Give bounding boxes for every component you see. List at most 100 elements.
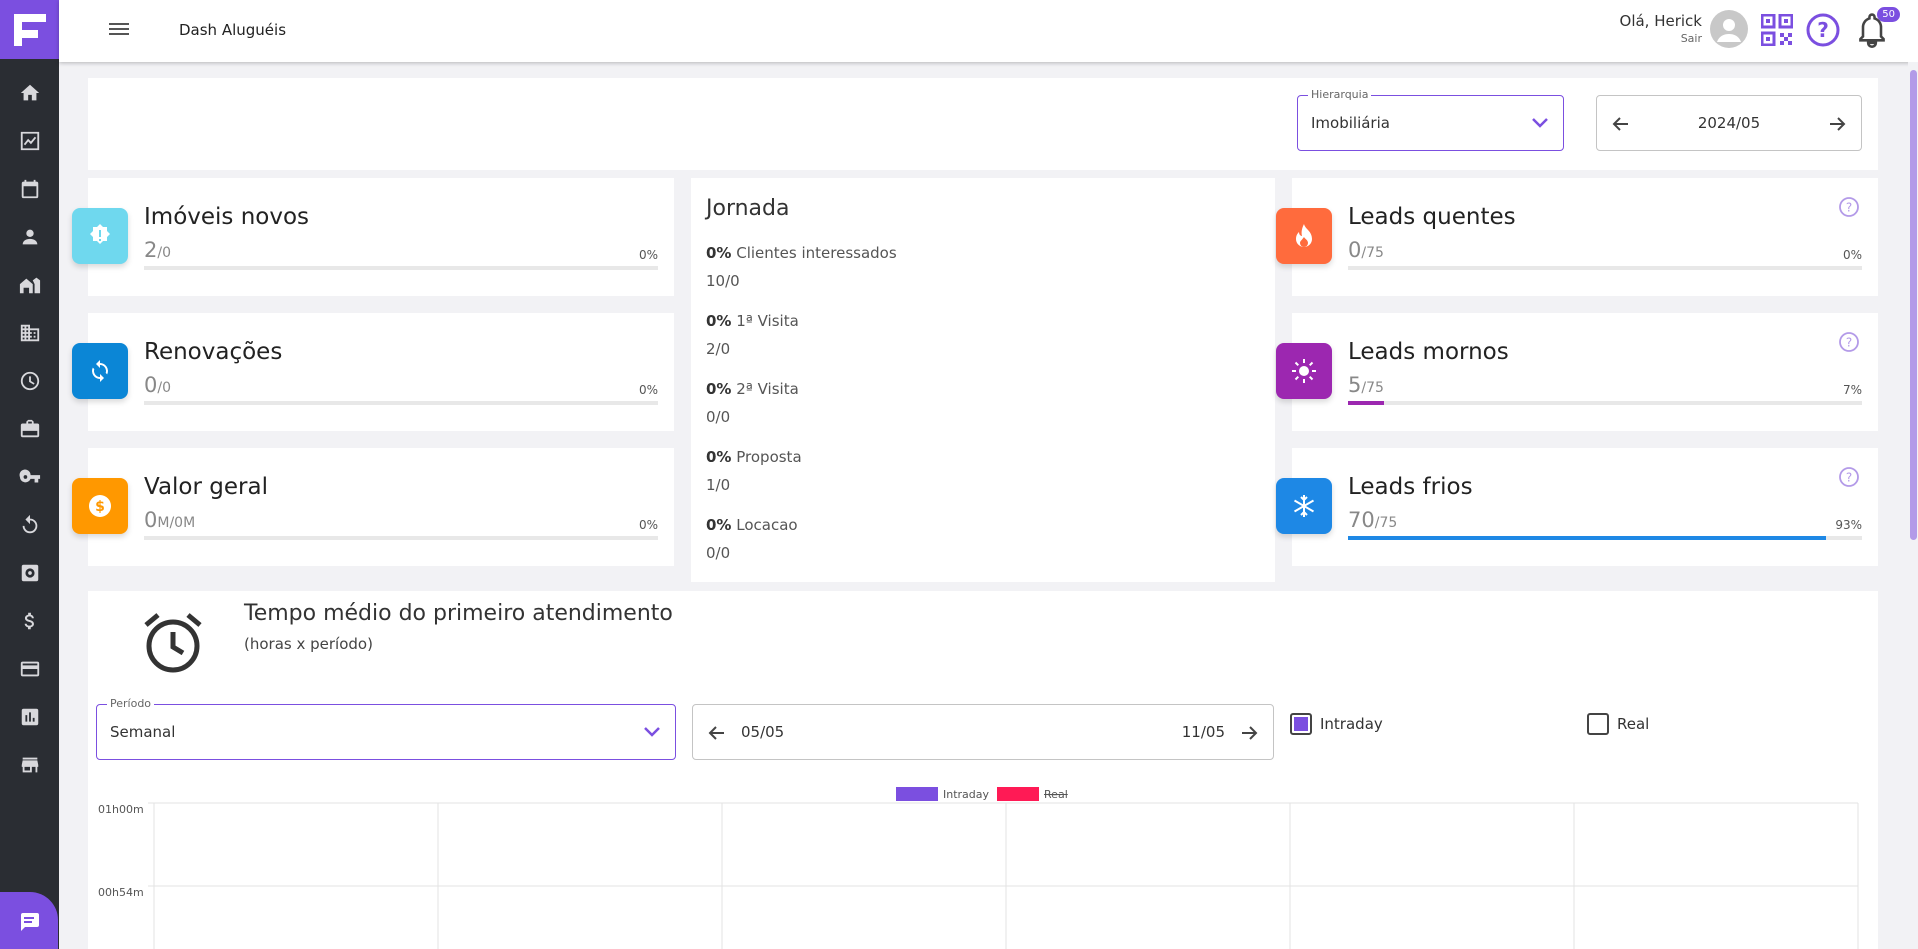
scrollbar-thumb[interactable]: [1910, 70, 1917, 540]
logo-icon: [13, 13, 46, 46]
bar-chart-icon[interactable]: [0, 693, 59, 741]
range-end: 11/05: [1181, 723, 1225, 741]
arrow-right-icon[interactable]: [1239, 723, 1259, 743]
credit-card-icon[interactable]: [0, 645, 59, 693]
progress-bar: [1348, 266, 1862, 270]
step-label: Proposta: [736, 448, 802, 466]
chevron-down-icon: [1532, 118, 1548, 128]
alert-badge-icon: [90, 224, 110, 244]
coin-icon: $: [89, 495, 111, 517]
card-value-total: /0: [157, 245, 171, 261]
avatar[interactable]: [1710, 10, 1748, 48]
logo[interactable]: [0, 0, 59, 59]
real-label: Real: [1617, 715, 1650, 733]
qr-code-icon[interactable]: [1760, 13, 1794, 50]
help-icon[interactable]: ?: [1805, 12, 1841, 52]
key-icon[interactable]: [0, 453, 59, 501]
card-value: 2/0: [144, 238, 171, 262]
card-value-total: M/0M: [157, 515, 196, 531]
y-tick-label: 01h00m: [98, 803, 144, 816]
legend-label-intraday[interactable]: Intraday: [943, 787, 990, 801]
legend-swatch-intraday: [896, 787, 938, 801]
card-value-number: 70: [1348, 508, 1375, 532]
sync-icon: [92, 360, 108, 382]
question-icon[interactable]: ?: [1838, 196, 1860, 218]
filter-bar: Hierarquia Imobiliária 2024/05: [88, 78, 1878, 170]
grid-lines: [148, 802, 1859, 949]
card-value-number: 2: [144, 238, 158, 262]
card-icon-mornos: [1276, 343, 1332, 399]
card-value: 70/75: [1348, 508, 1397, 532]
card-title: Leads quentes: [1348, 204, 1516, 230]
houses-icon[interactable]: [0, 261, 59, 309]
page-title: Dash Aluguéis: [179, 21, 287, 39]
intraday-checkbox[interactable]: Intraday: [1290, 713, 1383, 735]
calendar-icon[interactable]: [0, 165, 59, 213]
progress-fill: [1348, 401, 1384, 405]
building-icon[interactable]: [0, 309, 59, 357]
card-leads-frios: Leads frios 70/75 93% ?: [1276, 448, 1878, 566]
step-label: Clientes interessados: [736, 244, 897, 262]
user-greeting: Olá, Herick Sair: [1620, 12, 1702, 45]
svg-text:?: ?: [1846, 336, 1852, 350]
progress-bar: [1348, 536, 1862, 540]
dollar-icon[interactable]: [0, 597, 59, 645]
fire-icon: [1296, 224, 1312, 247]
chat-button[interactable]: [0, 892, 58, 949]
briefcase-icon[interactable]: [0, 405, 59, 453]
scrollbar[interactable]: [1908, 62, 1918, 949]
question-icon[interactable]: ?: [1838, 331, 1860, 353]
jornada-step: 0% Locacao: [706, 516, 798, 534]
card-value-number: 0: [1348, 238, 1362, 262]
safe-icon[interactable]: [0, 549, 59, 597]
store-icon[interactable]: [0, 741, 59, 789]
step-percent: 0%: [706, 448, 732, 466]
question-icon[interactable]: ?: [1838, 466, 1860, 488]
card-percent: 0%: [638, 383, 658, 397]
card-icon-imoveis: [72, 208, 128, 264]
y-tick-label: 00h54m: [98, 886, 144, 899]
jornada-step: 0% 2ª Visita: [706, 380, 799, 398]
card-title: Imóveis novos: [144, 204, 310, 230]
chart-line-icon[interactable]: [0, 117, 59, 165]
bell-icon[interactable]: [1856, 12, 1888, 52]
legend-label-real[interactable]: Real: [1044, 787, 1068, 801]
checkbox-checked-icon: [1290, 713, 1312, 735]
top-header: Dash Aluguéis Olá, Herick Sair ? 50: [59, 0, 1918, 62]
month-value: 2024/05: [1697, 114, 1761, 132]
menu-icon[interactable]: [109, 20, 129, 40]
card-percent: 0%: [1842, 248, 1862, 262]
card-valor-geral: $ Valor geral 0M/0M 0%: [72, 448, 674, 566]
checkbox-unchecked-icon: [1587, 713, 1609, 735]
home-icon[interactable]: [0, 69, 59, 117]
history-icon[interactable]: [0, 501, 59, 549]
card-value-total: /75: [1361, 245, 1384, 261]
step-label: 2ª Visita: [736, 380, 799, 398]
alarm-clock-icon: [144, 613, 202, 673]
real-checkbox[interactable]: Real: [1587, 713, 1649, 735]
card-title: Leads frios: [1348, 474, 1473, 500]
step-value: 1/0: [706, 476, 731, 494]
card-percent: 7%: [1842, 383, 1862, 397]
tempo-subtitle: (horas x período): [244, 635, 373, 653]
hierarchy-value: Imobiliária: [1311, 114, 1390, 132]
step-percent: 0%: [706, 244, 732, 262]
date-range-picker: 05/05 11/05: [692, 704, 1274, 760]
range-start: 05/05: [741, 723, 785, 741]
arrow-right-icon[interactable]: [1827, 114, 1847, 134]
svg-text:$: $: [95, 499, 105, 515]
card-icon-renovacoes: [72, 343, 128, 399]
hierarchy-select[interactable]: Hierarquia Imobiliária: [1297, 88, 1564, 151]
clock-icon[interactable]: [0, 357, 59, 405]
progress-bar: [144, 266, 658, 270]
logout-link[interactable]: Sair: [1680, 32, 1702, 45]
progress-bar: [144, 536, 658, 540]
arrow-left-icon[interactable]: [707, 723, 727, 743]
period-select[interactable]: Período Semanal: [96, 697, 676, 760]
sun-icon: [1292, 359, 1316, 383]
person-icon[interactable]: [0, 213, 59, 261]
step-percent: 0%: [706, 516, 732, 534]
card-value-number: 5: [1348, 373, 1362, 397]
arrow-left-icon[interactable]: [1611, 114, 1631, 134]
step-value: 0/0: [706, 544, 731, 562]
